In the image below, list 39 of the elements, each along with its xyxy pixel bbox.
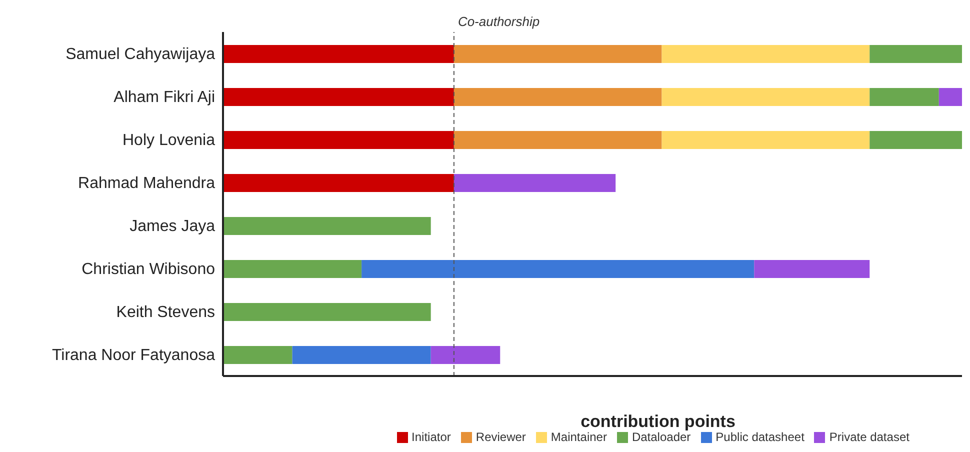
bar xyxy=(870,131,962,149)
y-tick-label: Holy Lovenia xyxy=(122,132,216,150)
y-tick-label: Christian Wibisono xyxy=(82,261,216,278)
bar xyxy=(223,45,454,63)
bar xyxy=(223,217,431,235)
bar xyxy=(223,88,454,106)
bar xyxy=(662,131,870,149)
legend-label: Maintainer xyxy=(550,430,607,444)
bar xyxy=(223,260,362,278)
bar xyxy=(223,303,431,321)
bar xyxy=(870,88,939,106)
bar xyxy=(870,45,962,63)
bar xyxy=(454,131,662,149)
y-tick-label: Keith Stevens xyxy=(116,304,215,322)
bar xyxy=(454,88,662,106)
y-tick-label: Samuel Cahyawijaya xyxy=(66,46,216,64)
y-tick-label: Rahmad Mahendra xyxy=(78,175,216,192)
ref-line-label: Co-authorship xyxy=(458,14,540,29)
legend-label: Dataloader xyxy=(632,430,691,444)
bar xyxy=(662,88,870,106)
legend-label: Initiator xyxy=(412,430,451,444)
bar xyxy=(223,346,292,364)
bar xyxy=(223,131,454,149)
bar xyxy=(362,260,754,278)
y-tick-label: James Jaya xyxy=(130,218,216,236)
y-tick-label: Tirana Noor Fatyanosa xyxy=(52,347,216,364)
bar xyxy=(662,45,870,63)
bar xyxy=(430,346,500,364)
bar xyxy=(292,346,431,364)
bar xyxy=(454,174,616,192)
bar xyxy=(223,174,454,192)
legend-label: Private dataset xyxy=(829,430,910,444)
bar xyxy=(754,260,870,278)
y-tick-label: Alham Fikri Aji xyxy=(114,89,215,106)
bar xyxy=(454,45,662,63)
legend-label: Reviewer xyxy=(476,430,526,444)
bar xyxy=(938,88,962,106)
text: contribution points xyxy=(580,412,736,431)
legend-label: Public datasheet xyxy=(716,430,804,444)
